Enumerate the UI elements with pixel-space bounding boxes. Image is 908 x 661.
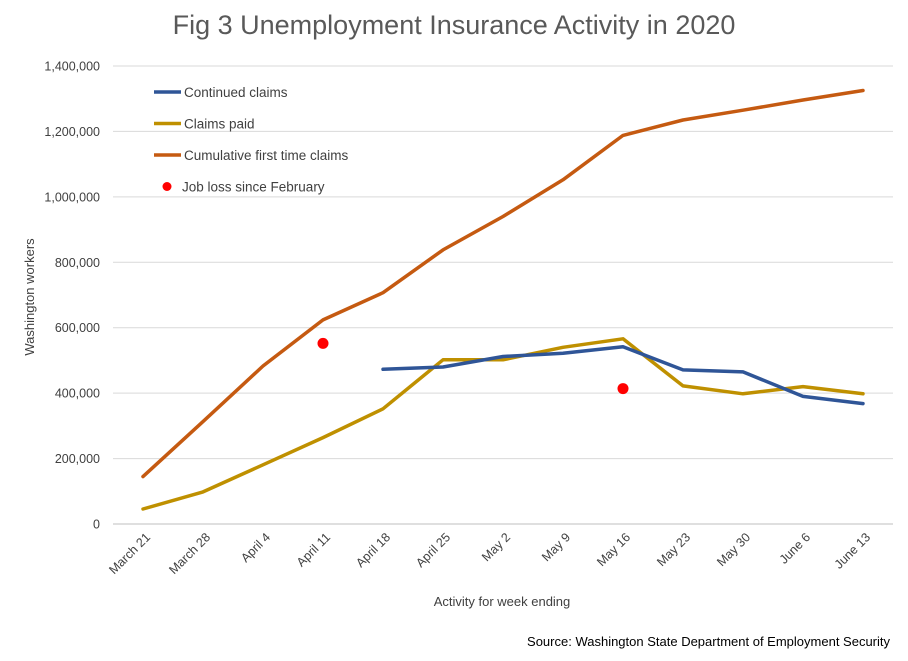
y-tick-label: 600,000: [55, 321, 100, 335]
source-note: Source: Washington State Department of E…: [527, 634, 890, 649]
y-tick-label: 200,000: [55, 452, 100, 466]
y-tick-label: 400,000: [55, 387, 100, 401]
points-layer: [317, 337, 629, 395]
x-tick-label: March 21: [106, 530, 153, 577]
x-tick-label: April 11: [294, 530, 333, 569]
x-tick-label: May 2: [479, 530, 513, 564]
series-line-claims-paid: [141, 337, 865, 511]
x-tick-label: June 6: [777, 530, 813, 566]
legend-label: Job loss since February: [182, 180, 325, 195]
y-tick-label: 0: [93, 518, 100, 532]
x-tick-label: April 18: [353, 530, 393, 570]
x-tick-label: May 23: [654, 530, 693, 569]
series-line-cumulative-first-time-claims: [141, 88, 865, 479]
x-tick-label: May 9: [539, 530, 573, 564]
legend-swatch: [162, 182, 172, 191]
x-tick-label: March 28: [166, 530, 213, 577]
legend-label: Continued claims: [184, 85, 288, 100]
job-loss-point: [317, 337, 329, 349]
y-tick-label: 800,000: [55, 256, 100, 270]
x-tick-label: June 13: [832, 530, 873, 571]
legend-label: Cumulative first time claims: [184, 148, 349, 163]
x-axis-label: Activity for week ending: [434, 594, 571, 609]
series-line-continued-claims: [381, 344, 865, 406]
x-tick-label: April 4: [238, 530, 273, 565]
legend: Continued claims Claims paid Cumulative fi…: [154, 85, 349, 195]
grid-layer: [113, 65, 893, 525]
x-tick-label: May 16: [594, 530, 633, 569]
x-tick-label: April 25: [413, 530, 453, 570]
y-tick-label: 1,400,000: [44, 60, 100, 74]
y-tick-labels: 0 200,000 400,000 600,000 800,000 1,000,000 1,…: [44, 60, 100, 532]
y-tick-label: 1,000,000: [44, 190, 100, 204]
x-tick-label: May 30: [714, 530, 753, 569]
job-loss-point: [617, 383, 629, 395]
y-axis-label: Washington workers: [22, 238, 37, 356]
x-tick-labels: March 21 March 28 April 4 April 11 April 18 A…: [106, 530, 873, 577]
legend-label: Claims paid: [184, 117, 255, 132]
y-tick-label: 1,200,000: [44, 125, 100, 139]
chart-title: Fig 3 Unemployment Insurance Activity in…: [172, 10, 736, 40]
series-layer: [141, 88, 865, 511]
